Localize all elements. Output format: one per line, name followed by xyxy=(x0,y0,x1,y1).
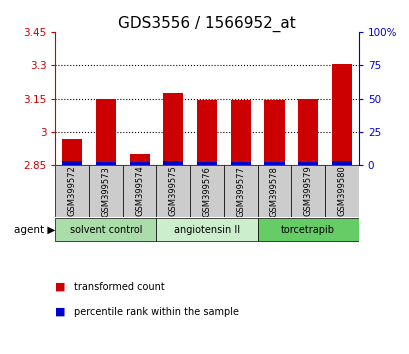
Bar xyxy=(129,154,149,165)
Bar xyxy=(257,165,291,217)
Bar xyxy=(62,161,82,165)
Text: transformed count: transformed count xyxy=(74,282,164,292)
Text: GSM399574: GSM399574 xyxy=(135,166,144,217)
Text: GSM399580: GSM399580 xyxy=(337,166,346,217)
Text: ■: ■ xyxy=(55,307,66,316)
Bar xyxy=(324,165,358,217)
Bar xyxy=(230,162,250,165)
Bar xyxy=(129,162,149,165)
Bar xyxy=(230,100,250,165)
Text: GSM399575: GSM399575 xyxy=(169,166,178,217)
Bar xyxy=(96,99,116,165)
Bar xyxy=(297,162,317,165)
Text: torcetrapib: torcetrapib xyxy=(281,225,335,235)
Text: agent ▶: agent ▶ xyxy=(14,225,55,235)
Bar xyxy=(331,64,351,165)
Bar xyxy=(156,165,190,217)
Bar xyxy=(96,162,116,165)
Bar xyxy=(291,165,324,217)
Text: GSM399576: GSM399576 xyxy=(202,166,211,217)
Text: GSM399579: GSM399579 xyxy=(303,166,312,217)
Bar xyxy=(122,165,156,217)
Text: GSM399573: GSM399573 xyxy=(101,166,110,217)
Bar xyxy=(297,99,317,165)
Bar xyxy=(55,218,156,241)
Text: angiotensin II: angiotensin II xyxy=(173,225,240,235)
Bar xyxy=(257,218,358,241)
Bar xyxy=(190,165,223,217)
Bar xyxy=(163,93,183,165)
Bar xyxy=(223,165,257,217)
Bar xyxy=(62,139,82,165)
Text: GSM399577: GSM399577 xyxy=(236,166,245,217)
Text: GSM399572: GSM399572 xyxy=(67,166,76,217)
Bar xyxy=(156,218,257,241)
Bar xyxy=(264,162,284,165)
Bar xyxy=(331,161,351,165)
Bar xyxy=(163,161,183,165)
Text: percentile rank within the sample: percentile rank within the sample xyxy=(74,307,238,316)
Bar xyxy=(196,100,217,165)
Text: ■: ■ xyxy=(55,282,66,292)
Bar xyxy=(196,162,217,165)
Bar xyxy=(264,100,284,165)
Title: GDS3556 / 1566952_at: GDS3556 / 1566952_at xyxy=(118,16,295,32)
Text: solvent control: solvent control xyxy=(70,225,142,235)
Bar xyxy=(89,165,122,217)
Bar xyxy=(55,165,89,217)
Text: GSM399578: GSM399578 xyxy=(269,166,278,217)
